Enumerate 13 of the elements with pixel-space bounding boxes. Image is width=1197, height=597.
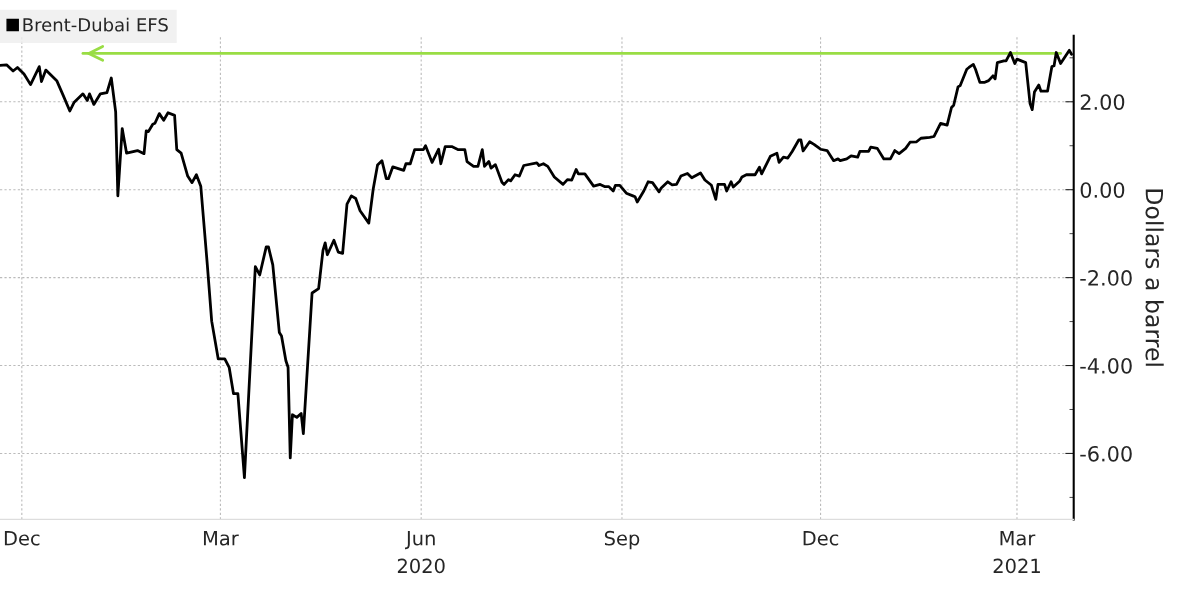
legend-label: Brent-Dubai EFS <box>23 17 168 32</box>
y-axis-title: Dollars a barrel <box>1145 189 1164 366</box>
y-tick-label: -2.00 <box>1080 270 1132 286</box>
y-tick-label: -6.00 <box>1080 445 1132 462</box>
x-tick-label: Mar <box>203 531 239 546</box>
y-tick-label: 0.00 <box>1080 182 1125 198</box>
x-tick-label: Sep <box>604 530 640 550</box>
x-tick-label: Mar 2021 <box>993 531 1040 574</box>
y-tick-label: 2.00 <box>1080 94 1125 110</box>
x-tick-label: Dec <box>4 531 40 546</box>
x-tick-label: Jun 2020 <box>397 531 445 574</box>
x-tick-label: Dec <box>803 531 839 546</box>
y-tick-label: -4.00 <box>1080 357 1132 374</box>
